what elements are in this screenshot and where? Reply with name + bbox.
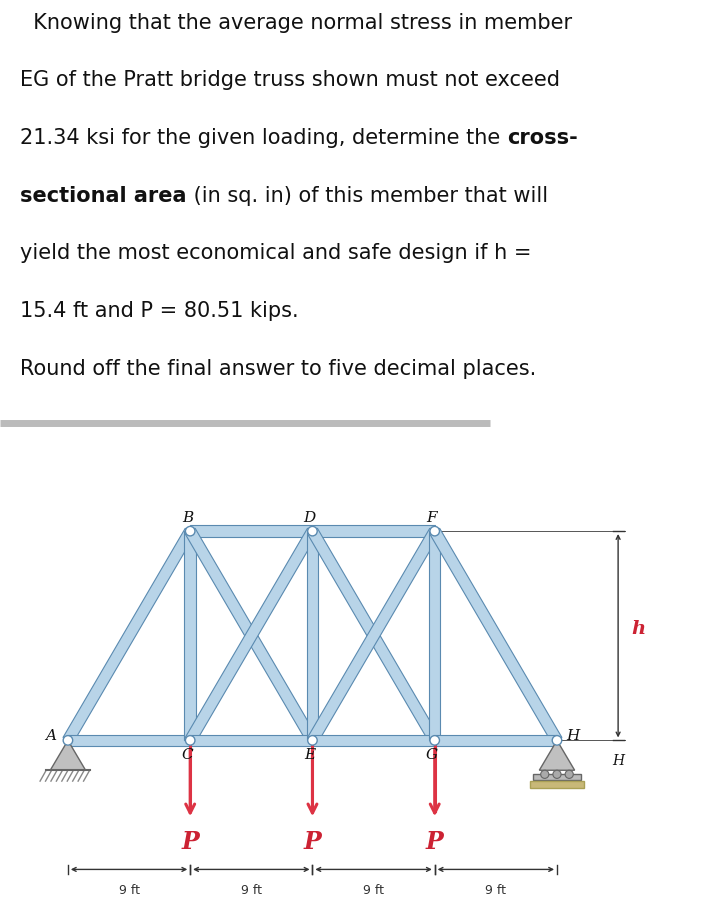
Text: P: P <box>304 830 321 855</box>
Circle shape <box>565 770 573 778</box>
Polygon shape <box>185 528 318 744</box>
Circle shape <box>541 770 549 778</box>
Text: H: H <box>567 729 580 744</box>
Text: EG of the Pratt bridge truss shown must not exceed: EG of the Pratt bridge truss shown must … <box>20 71 560 91</box>
Circle shape <box>307 526 318 536</box>
Text: cross-: cross- <box>507 128 577 148</box>
Text: A: A <box>45 729 55 744</box>
Polygon shape <box>190 734 312 746</box>
Text: P: P <box>181 830 199 855</box>
Circle shape <box>63 735 73 745</box>
Polygon shape <box>430 528 562 744</box>
Text: h: h <box>631 620 646 638</box>
Polygon shape <box>185 528 318 744</box>
Text: yield the most economical and safe design if h =: yield the most economical and safe desig… <box>20 243 531 263</box>
Bar <box>530 781 584 788</box>
Polygon shape <box>307 532 318 740</box>
Polygon shape <box>50 740 86 770</box>
Polygon shape <box>429 532 441 740</box>
Polygon shape <box>307 528 440 744</box>
Circle shape <box>553 770 561 778</box>
Text: 9 ft: 9 ft <box>240 884 262 898</box>
Text: 15.4 ft and P = 80.51 kips.: 15.4 ft and P = 80.51 kips. <box>20 301 299 321</box>
Polygon shape <box>435 734 557 746</box>
Circle shape <box>307 735 318 745</box>
Text: F: F <box>427 510 437 524</box>
Polygon shape <box>307 528 440 744</box>
Polygon shape <box>68 734 190 746</box>
Text: 9 ft: 9 ft <box>119 884 140 898</box>
Text: C: C <box>181 748 193 762</box>
Circle shape <box>430 735 439 745</box>
Text: Round off the final answer to five decimal places.: Round off the final answer to five decim… <box>20 359 536 378</box>
Text: D: D <box>304 510 316 524</box>
Polygon shape <box>63 528 195 744</box>
Circle shape <box>430 526 439 536</box>
Circle shape <box>552 735 562 745</box>
Polygon shape <box>312 734 435 746</box>
Text: Knowing that the average normal stress in member: Knowing that the average normal stress i… <box>20 13 572 33</box>
Text: 9 ft: 9 ft <box>363 884 384 898</box>
Circle shape <box>186 735 195 745</box>
Text: H: H <box>612 754 624 768</box>
Bar <box>533 774 582 780</box>
Text: E: E <box>304 748 315 762</box>
Text: (in sq. in) of this member that will: (in sq. in) of this member that will <box>186 185 548 206</box>
Polygon shape <box>190 525 312 537</box>
Text: 9 ft: 9 ft <box>485 884 506 898</box>
Text: G: G <box>426 748 438 762</box>
Polygon shape <box>184 532 196 740</box>
Circle shape <box>186 526 195 536</box>
Text: sectional area: sectional area <box>20 185 186 206</box>
Text: 21.34 ksi for the given loading, determine the: 21.34 ksi for the given loading, determi… <box>20 128 507 148</box>
Text: B: B <box>182 510 193 524</box>
Polygon shape <box>539 740 575 770</box>
Text: P: P <box>426 830 444 855</box>
Polygon shape <box>312 525 435 537</box>
